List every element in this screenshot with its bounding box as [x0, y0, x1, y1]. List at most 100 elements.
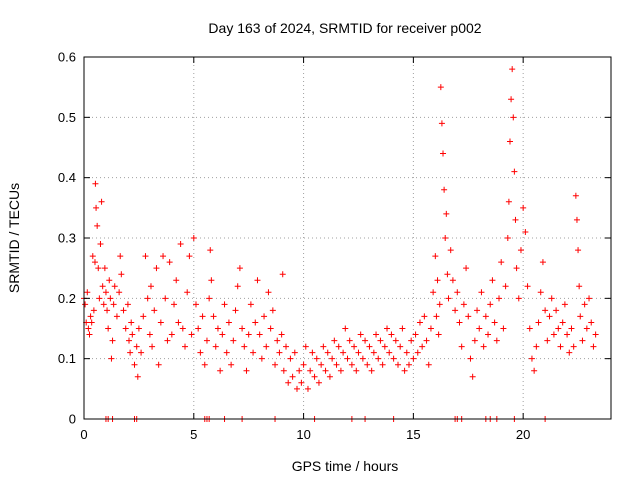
- data-point: [433, 313, 440, 320]
- data-point: [320, 343, 327, 350]
- data-point: [265, 289, 272, 296]
- data-point: [144, 295, 151, 302]
- data-point: [247, 301, 254, 308]
- data-point: [460, 301, 467, 308]
- data-point: [510, 114, 517, 121]
- data-point: [329, 355, 336, 362]
- data-point: [315, 379, 322, 386]
- data-point: [381, 343, 388, 350]
- data-point: [258, 355, 265, 362]
- data-point: [122, 325, 129, 332]
- data-point: [118, 271, 125, 278]
- data-point: [478, 289, 485, 296]
- data-point: [386, 349, 393, 356]
- data-point: [467, 355, 474, 362]
- data-point: [97, 241, 104, 248]
- data-point: [476, 325, 483, 332]
- data-point: [546, 313, 553, 320]
- data-point: [168, 331, 175, 338]
- data-point: [157, 319, 164, 326]
- data-point: [186, 253, 193, 260]
- data-point: [274, 337, 281, 344]
- data-point: [304, 385, 311, 392]
- data-point: [570, 343, 577, 350]
- data-point: [590, 343, 597, 350]
- data-point: [454, 289, 461, 296]
- data-point: [155, 361, 162, 368]
- data-point: [419, 343, 426, 350]
- data-point: [91, 259, 98, 266]
- data-point: [438, 120, 445, 127]
- data-point: [289, 373, 296, 380]
- data-point: [236, 265, 243, 272]
- data-point: [313, 355, 320, 362]
- data-point: [362, 337, 369, 344]
- data-point: [504, 235, 511, 241]
- data-point: [517, 247, 524, 254]
- data-point: [474, 307, 481, 314]
- data-point: [135, 325, 142, 332]
- data-point: [443, 210, 450, 217]
- data-point: [203, 337, 210, 344]
- data-point: [515, 295, 522, 302]
- data-point: [239, 325, 246, 332]
- data-point: [146, 331, 153, 338]
- data-point: [100, 301, 107, 308]
- data-point: [250, 349, 257, 356]
- data-point: [533, 343, 540, 350]
- data-point: [153, 265, 160, 272]
- data-point: [107, 295, 114, 302]
- data-point: [432, 253, 439, 260]
- data-point: [437, 84, 444, 91]
- data-point: [505, 198, 512, 205]
- data-point: [120, 307, 127, 314]
- data-point: [207, 247, 214, 254]
- y-tick-labels: 0 0.1 0.2 0.3 0.4 0.5 0.6: [58, 50, 76, 427]
- data-point: [346, 337, 353, 344]
- plot-frame: [83, 56, 612, 420]
- data-point: [89, 253, 96, 260]
- data-point: [92, 180, 99, 187]
- x-tick-label: 10: [296, 427, 310, 442]
- data-point: [364, 361, 371, 368]
- data-point: [342, 325, 349, 332]
- data-point: [106, 277, 113, 284]
- data-point: [586, 295, 593, 302]
- data-point: [245, 331, 252, 338]
- data-point: [318, 361, 325, 368]
- data-point: [206, 295, 213, 302]
- data-point: [199, 313, 206, 320]
- data-point: [333, 361, 340, 368]
- y-tick-label: 0.6: [58, 50, 76, 65]
- data-point: [201, 361, 208, 368]
- data-point: [421, 313, 428, 320]
- data-point: [278, 331, 285, 338]
- data-point: [498, 259, 505, 266]
- data-point: [173, 277, 180, 284]
- data-point: [548, 295, 555, 302]
- data-point: [526, 325, 533, 332]
- data-point: [234, 283, 241, 290]
- data-point: [447, 247, 454, 254]
- data-point: [559, 319, 566, 326]
- data-point: [88, 319, 95, 326]
- data-point: [86, 331, 93, 338]
- data-point: [423, 337, 430, 344]
- data-point: [405, 361, 412, 368]
- data-point: [149, 343, 156, 350]
- data-point: [375, 355, 382, 362]
- data-point: [113, 313, 120, 320]
- data-point: [322, 367, 329, 374]
- data-point: [241, 343, 248, 350]
- data-point: [561, 301, 568, 308]
- data-point: [197, 349, 204, 356]
- data-point: [463, 265, 470, 272]
- x-tick-label: 15: [406, 427, 420, 442]
- data-point: [291, 349, 298, 356]
- data-point: [355, 349, 362, 356]
- data-point: [261, 313, 268, 320]
- data-point: [182, 343, 189, 350]
- y-axis-label: SRMTID / TECUs: [6, 183, 22, 293]
- data-point: [177, 241, 184, 248]
- data-point: [85, 325, 92, 332]
